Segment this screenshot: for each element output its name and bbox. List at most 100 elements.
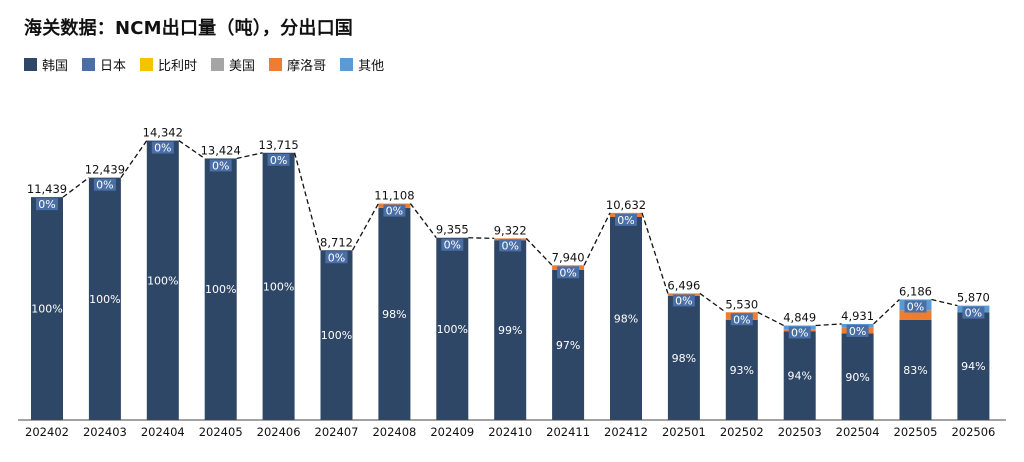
share-badge bbox=[151, 141, 174, 154]
total-label: 6,186 bbox=[899, 284, 932, 298]
bar-segment bbox=[899, 310, 932, 320]
total-label: 4,849 bbox=[783, 311, 816, 325]
total-label: 11,108 bbox=[374, 189, 414, 203]
x-tick-label: 202406 bbox=[257, 425, 301, 439]
legend-swatch bbox=[140, 57, 154, 71]
secondary-share-label: 0% bbox=[154, 142, 171, 155]
total-label: 10,632 bbox=[606, 198, 646, 212]
x-tick-label: 202502 bbox=[720, 425, 764, 439]
x-tick-label: 202403 bbox=[83, 425, 127, 439]
share-badge bbox=[36, 198, 58, 211]
share-badge bbox=[93, 178, 116, 191]
legend-item-usa: 美国 bbox=[211, 55, 255, 74]
main-share-label: 100% bbox=[321, 329, 352, 342]
main-share-label: 98% bbox=[614, 312, 638, 325]
legend-label: 比利时 bbox=[158, 58, 198, 74]
total-label: 9,322 bbox=[494, 223, 527, 237]
share-badge bbox=[672, 294, 695, 307]
share-badge bbox=[441, 238, 464, 251]
x-tick-label: 202503 bbox=[778, 425, 822, 439]
main-share-label: 100% bbox=[89, 293, 120, 306]
share-badge bbox=[962, 306, 985, 319]
secondary-share-label: 0% bbox=[791, 327, 808, 340]
connector-line bbox=[699, 292, 727, 313]
share-badge bbox=[383, 204, 406, 217]
legend-item-korea: 韩国 bbox=[24, 55, 68, 74]
chart-title: 海关数据：NCM出口量（吨），分出口国 bbox=[24, 18, 353, 39]
connector-line bbox=[468, 237, 495, 240]
share-badge bbox=[730, 313, 753, 326]
connector-line bbox=[178, 140, 206, 159]
share-badge bbox=[788, 326, 811, 339]
legend-item-belgium: 比利时 bbox=[140, 55, 197, 74]
main-share-label: 98% bbox=[672, 352, 696, 365]
secondary-share-label: 0% bbox=[96, 179, 113, 192]
main-share-label: 100% bbox=[437, 323, 468, 336]
bar-segment bbox=[88, 177, 121, 420]
secondary-share-label: 0% bbox=[270, 154, 287, 167]
legend-swatch bbox=[82, 57, 96, 71]
total-label: 6,496 bbox=[667, 278, 700, 292]
bar-segment bbox=[494, 238, 527, 241]
share-badge bbox=[557, 266, 580, 279]
x-tick-label: 202410 bbox=[488, 425, 532, 439]
connector-line bbox=[873, 299, 900, 325]
total-label: 13,715 bbox=[258, 138, 298, 152]
main-share-label: 94% bbox=[961, 360, 985, 373]
main-share-label: 99% bbox=[498, 324, 522, 337]
bar-segment bbox=[146, 140, 179, 420]
secondary-share-label: 0% bbox=[675, 294, 692, 307]
total-label: 11,439 bbox=[27, 182, 67, 196]
x-tick-label: 202411 bbox=[546, 425, 590, 439]
x-tick-label: 202501 bbox=[662, 425, 706, 439]
total-label: 13,424 bbox=[201, 143, 241, 157]
connector-line bbox=[62, 177, 90, 198]
secondary-share-label: 0% bbox=[907, 300, 924, 313]
connector-line bbox=[757, 311, 784, 327]
share-badge bbox=[904, 300, 927, 313]
legend: 韩国 日本 比利时 美国 摩洛哥 其他 bbox=[24, 55, 384, 74]
main-share-label: 83% bbox=[903, 364, 927, 377]
connector-line bbox=[815, 323, 842, 327]
total-label: 12,439 bbox=[85, 163, 125, 177]
main-share-label: 100% bbox=[147, 274, 178, 287]
bar-segment bbox=[31, 197, 63, 420]
x-tick-label: 202404 bbox=[141, 425, 185, 439]
secondary-share-label: 0% bbox=[212, 159, 229, 172]
x-tick-label: 202408 bbox=[372, 425, 416, 439]
secondary-share-label: 0% bbox=[965, 307, 982, 320]
legend-swatch bbox=[24, 57, 37, 71]
bar-segment bbox=[610, 216, 642, 420]
secondary-share-label: 0% bbox=[733, 313, 750, 326]
connector-line bbox=[351, 203, 379, 251]
connector-line bbox=[409, 203, 437, 239]
main-share-label: 100% bbox=[31, 303, 62, 316]
main-share-label: 97% bbox=[556, 339, 580, 352]
legend-item-other: 其他 bbox=[340, 55, 384, 74]
x-tick-label: 202505 bbox=[894, 425, 938, 439]
share-badge bbox=[499, 239, 522, 252]
x-tick-label: 202402 bbox=[25, 425, 69, 439]
bar-segment bbox=[204, 158, 237, 420]
bar-segment bbox=[725, 319, 758, 420]
x-tick-label: 202504 bbox=[836, 425, 880, 439]
main-share-label: 93% bbox=[730, 364, 754, 377]
legend-item-morocco: 摩洛哥 bbox=[269, 55, 326, 74]
secondary-share-label: 0% bbox=[849, 325, 866, 338]
bar-segment bbox=[957, 312, 990, 420]
share-badge bbox=[325, 251, 348, 264]
bar-segment bbox=[552, 269, 585, 420]
x-tick-label: 202409 bbox=[430, 425, 474, 439]
main-share-label: 98% bbox=[382, 308, 406, 321]
secondary-share-label: 0% bbox=[444, 239, 461, 252]
secondary-share-label: 0% bbox=[559, 266, 576, 279]
secondary-share-label: 0% bbox=[38, 198, 55, 211]
legend-label: 其他 bbox=[358, 58, 385, 74]
bar-segment bbox=[667, 295, 700, 420]
bar-segment bbox=[378, 207, 411, 420]
x-tick-label: 202412 bbox=[604, 425, 648, 439]
total-label: 8,712 bbox=[320, 235, 353, 249]
secondary-share-label: 0% bbox=[386, 205, 403, 218]
x-tick-label: 202405 bbox=[199, 425, 243, 439]
total-label: 7,940 bbox=[552, 250, 585, 264]
